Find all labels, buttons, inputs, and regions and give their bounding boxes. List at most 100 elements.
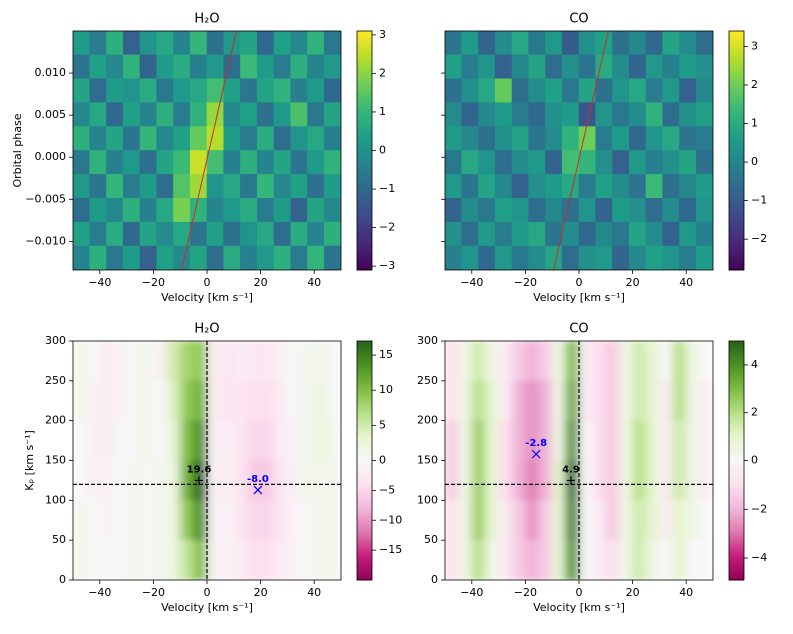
heatmap-cell [139,174,158,199]
colorbar-tick-label: −2 [751,502,767,515]
heatmap-cell [189,221,208,247]
heatmap-cell [511,341,526,382]
colorbar-segment [357,256,372,259]
colorbar-segment [729,428,744,432]
heatmap-cell [632,341,647,382]
heatmap-cell [484,341,499,382]
heatmap-cell [313,460,328,501]
colorbar-segment [357,96,372,100]
colorbar-segment [729,258,744,261]
x-tick-label: −40 [460,586,483,599]
colorbar-segment [729,152,744,155]
heatmap-cell [484,420,499,461]
colorbar-segment [729,78,744,82]
colorbar-segment [729,232,744,235]
heatmap-cell [605,341,620,382]
heatmap-cell [89,150,107,175]
colorbar-segment [729,74,744,78]
heatmap-cell [273,54,292,80]
colorbar-segment [357,542,372,545]
heatmap-cell [605,460,620,501]
heatmap-cell [233,420,248,461]
heatmap-cell [156,174,174,199]
colorbar-segment [729,178,744,181]
colorbar-segment [729,534,744,537]
colorbar-tick-label: −2 [379,221,395,234]
colorbar-segment [357,148,372,151]
colorbar-segment [729,250,744,253]
colorbar-segment [729,494,744,497]
colorbar-segment [357,548,372,551]
colorbar-segment [729,414,744,418]
heatmap-cell [679,126,697,151]
heatmap-cell [538,500,553,541]
colorbar-segment [729,552,744,555]
colorbar-segment [729,498,744,501]
heatmap-cell [471,341,486,382]
colorbar-tick-label: −10 [379,513,402,526]
heatmap-cell [628,150,647,175]
colorbar-segment [729,576,744,579]
heatmap-cell [206,245,225,270]
heatmap-cell [494,54,513,80]
heatmap-cell [659,341,674,382]
heatmap-cell [612,126,630,151]
colorbar-segment [729,542,744,545]
heatmap-cell [206,380,221,421]
heatmap-cell [273,126,292,151]
heatmap-cell [645,460,660,501]
colorbar-segment [357,234,372,237]
heatmap-cell [645,500,660,541]
heatmap-cells [73,31,341,270]
colorbar-segment [357,60,372,64]
y-tick-label: 0.010 [35,66,67,79]
heatmap-cell [628,102,647,127]
panel-title: H₂O [194,322,219,337]
colorbar-tick-label: 0 [751,155,758,168]
colorbar-segment [357,488,372,491]
heatmap-cell [659,420,674,461]
heatmap-cell [484,460,499,501]
heatmap-cell [193,380,208,421]
heatmap-cell [561,78,580,103]
heatmap-cell [273,221,292,247]
colorbar-segment [357,428,372,432]
heatmap-cell [273,245,292,270]
colorbar-segment [357,568,372,571]
heatmap-cell [193,420,208,461]
colorbar-segment [357,526,372,529]
colorbar-segment [357,442,372,446]
heatmap-cell [605,539,620,580]
heatmap-cell [445,380,459,421]
heatmap-cell [595,198,613,223]
heatmap-cell [307,102,325,127]
colorbar-segment [357,126,372,130]
colorbar-segment [729,220,744,223]
colorbar-segment [729,526,744,529]
colorbar-segment [729,492,744,495]
heatmap-cell [494,102,513,127]
colorbar-segment [729,82,744,86]
heatmap-cell [561,245,580,270]
heatmap-cell [545,150,563,175]
colorbar-segment [357,440,372,444]
heatmap-cell [605,420,620,461]
colorbar-segment [729,188,744,191]
heatmap-cell [139,420,154,461]
colorbar-segment [729,242,744,245]
x-tick-label: 0 [204,276,211,289]
heatmap-cell [494,198,513,223]
heatmap-cell [592,500,607,541]
heatmap-cells [445,31,713,270]
colorbar-segment [729,92,744,96]
heatmap-cell [471,380,486,421]
colorbar-segment [729,252,744,255]
heatmap-cell [290,78,308,103]
heatmap-cell [685,500,700,541]
colorbar-segment [357,398,372,402]
heatmap-cell [300,539,315,580]
colorbar-segment [729,142,744,146]
colorbar-segment [357,350,372,354]
colorbar-segment [357,232,372,235]
heatmap-cell [458,500,473,541]
